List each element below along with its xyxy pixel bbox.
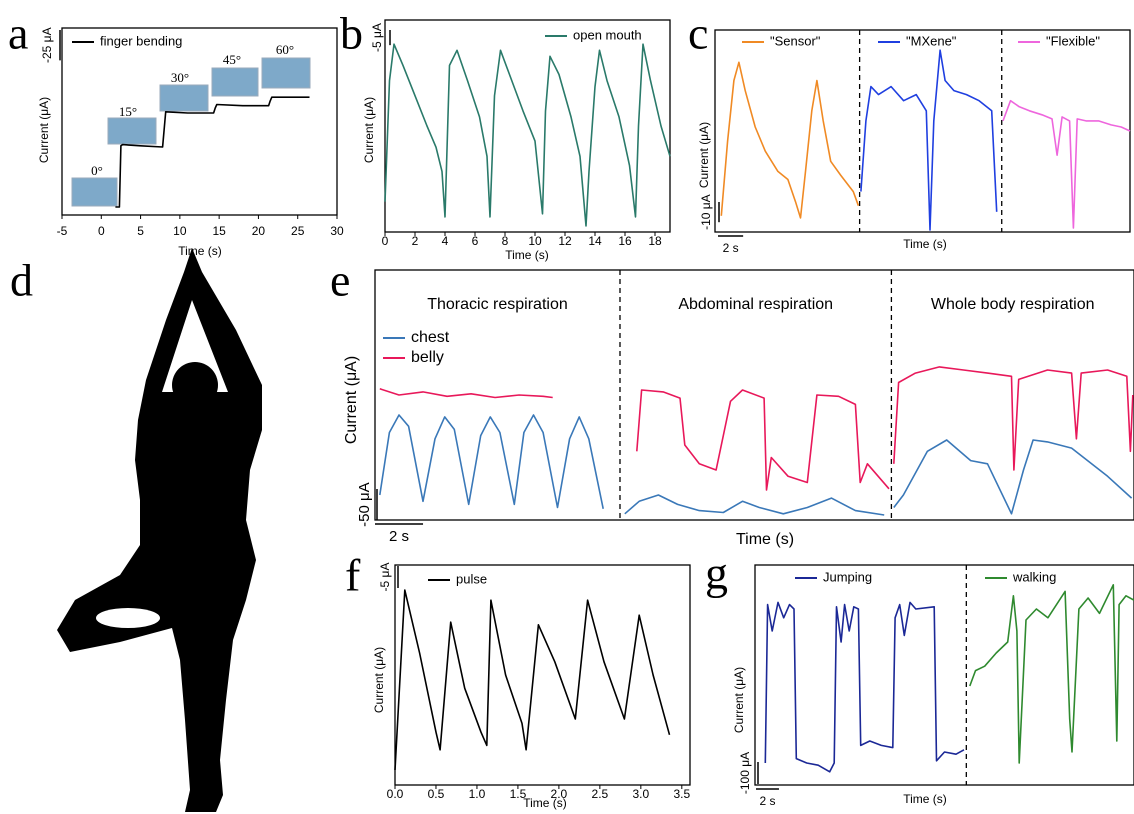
legend-label: pulse (456, 571, 487, 586)
photo (211, 67, 259, 97)
plot-frame (61, 27, 338, 216)
x-tick-label: 0 (98, 224, 105, 238)
x-tick-label: 0 (382, 234, 389, 248)
legend-label: finger bending (100, 33, 182, 48)
head (172, 362, 218, 408)
angle-label: 60° (276, 42, 294, 57)
x-tick-label: 0.5 (428, 787, 445, 801)
x-tick-label: 30 (330, 224, 344, 238)
x-tick-label: 0.0 (387, 787, 404, 801)
panel-letter: c (688, 8, 708, 59)
x-tick-label: 16 (618, 234, 632, 248)
y-axis-label: Current (μA) (37, 97, 51, 163)
legend-label: "Sensor" (770, 33, 821, 48)
scale-bar-label: -100 μA (738, 752, 752, 794)
x-axis-label: Time (s) (178, 244, 222, 258)
angle-label: 30° (171, 70, 189, 85)
plot-frame (714, 29, 1131, 233)
panel-letter: a (8, 8, 28, 59)
x-tick-label: 18 (648, 234, 662, 248)
y-axis-label: Current (μA) (697, 122, 711, 188)
data-line (394, 589, 671, 771)
data-line (969, 584, 1134, 764)
plot-frame (384, 19, 671, 233)
scale-bar-label: -10 μA (699, 194, 713, 230)
legend-label: "Flexible" (1046, 33, 1100, 48)
data-line (764, 601, 965, 773)
photo (71, 177, 118, 207)
scale-bar-label: 2 s (759, 794, 775, 808)
x-tick-label: 3.5 (673, 787, 690, 801)
scale-bar-label: -50 μA (356, 482, 373, 527)
x-tick-label: 1.0 (469, 787, 486, 801)
data-line (384, 43, 671, 227)
x-tick-label: 2 (412, 234, 419, 248)
photo (159, 84, 209, 112)
x-tick-label: -5 (57, 224, 68, 238)
angle-label: 15° (119, 104, 137, 119)
x-tick-label: 3.0 (632, 787, 649, 801)
x-tick-label: 10 (173, 224, 187, 238)
panel-letter: b (340, 8, 363, 59)
scale-bar-label: -5 μA (370, 23, 384, 52)
data-line (720, 61, 860, 219)
scale-bar-label: -5 μA (378, 563, 392, 592)
panel-letter: e (330, 255, 350, 306)
plot-frame (754, 564, 1134, 786)
scale-bar-label: 2 s (389, 528, 409, 545)
legend-label: Jumping (823, 569, 872, 584)
data-line (115, 96, 310, 208)
legend-label: walking (1012, 569, 1056, 584)
angle-label: 0° (91, 163, 103, 178)
panel-letter: f (345, 550, 361, 601)
section-title: Thoracic respiration (427, 296, 568, 313)
y-axis-label: Current (μA) (343, 356, 360, 444)
x-axis-label: Time (s) (903, 792, 947, 806)
legend-label: open mouth (573, 27, 642, 42)
angle-label: 45° (223, 52, 241, 67)
data-line (1002, 99, 1131, 229)
section-title: Abdominal respiration (678, 296, 833, 313)
x-tick-label: 8 (502, 234, 509, 248)
x-axis-label: Time (s) (903, 237, 947, 251)
x-tick-label: 25 (291, 224, 305, 238)
y-axis-label: Current (μA) (732, 667, 746, 733)
panel-letter: d (10, 255, 33, 306)
x-axis-label: Time (s) (736, 531, 794, 548)
plot-frame (374, 269, 1134, 521)
x-tick-label: 1.5 (510, 787, 527, 801)
x-tick-label: 12 (558, 234, 572, 248)
x-tick-label: 5 (137, 224, 144, 238)
legend-label: belly (411, 349, 444, 366)
panel-letter: g (705, 548, 728, 599)
photo (261, 57, 311, 89)
y-axis-label: Current (μA) (372, 647, 386, 713)
scale-bar-label: -25 μA (40, 27, 54, 63)
y-axis-label: Current (μA) (362, 97, 376, 163)
scale-bar-label: 2 s (723, 241, 739, 255)
x-axis-label: Time (s) (505, 248, 549, 262)
photo (107, 117, 157, 145)
data-line (379, 414, 1133, 516)
data-line (860, 49, 998, 231)
yoga-silhouette (57, 248, 262, 812)
x-tick-label: 2.5 (592, 787, 609, 801)
legend-label: "MXene" (906, 33, 957, 48)
x-tick-label: 10 (528, 234, 542, 248)
x-tick-label: 20 (252, 224, 266, 238)
x-tick-label: 14 (588, 234, 602, 248)
legend-label: chest (411, 329, 450, 346)
x-tick-label: 6 (472, 234, 479, 248)
x-tick-label: 15 (212, 224, 226, 238)
x-axis-label: Time (s) (523, 796, 567, 810)
plot-frame (394, 564, 691, 786)
x-tick-label: 4 (442, 234, 449, 248)
section-title: Whole body respiration (931, 296, 1095, 313)
leg-gap (96, 608, 160, 628)
data-line (379, 366, 1134, 491)
x-tick-label: 2.0 (551, 787, 568, 801)
